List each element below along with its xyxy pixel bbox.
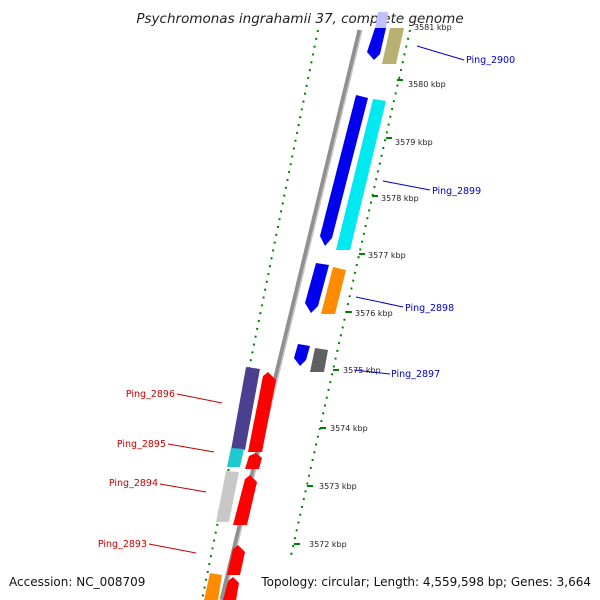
gene-label-ping-2899[interactable]: Ping_2899	[432, 186, 481, 197]
gene-box-navy-2896[interactable]	[231, 367, 260, 450]
tick-label-3581: 3581 kbp	[414, 23, 452, 32]
gene-box-lightgray-2894[interactable]	[216, 471, 239, 522]
gene-box-khaki-2900[interactable]	[382, 28, 404, 64]
tick-label-3574: 3574 kbp	[330, 424, 368, 433]
gene-arrow-red-2895[interactable]	[245, 453, 262, 469]
leader-lines-right	[353, 45, 465, 375]
tick-label-3579: 3579 kbp	[395, 138, 433, 147]
gene-arrow-red-2894[interactable]	[233, 475, 257, 525]
topology-text: Topology: circular; Length: 4,559,598 bp…	[260, 575, 591, 589]
gene-arrow-blue-2899[interactable]	[320, 95, 368, 246]
gene-arrow-blue-2897[interactable]	[294, 344, 310, 366]
tick-label-3578: 3578 kbp	[381, 194, 419, 203]
gene-arrow-red-2893[interactable]	[227, 545, 245, 575]
gene-label-ping-2900[interactable]: Ping_2900	[466, 55, 515, 66]
gene-box-gray-2897[interactable]	[310, 348, 328, 372]
tick-label-3573: 3573 kbp	[319, 482, 357, 491]
gene-arrow-red-bottom[interactable]	[223, 577, 239, 600]
accession-text: Accession: NC_008709	[9, 575, 145, 589]
gene-box-teal-2895[interactable]	[227, 448, 244, 467]
gene-label-ping-2895[interactable]: Ping_2895	[117, 439, 166, 450]
gene-box-cyan-2899[interactable]	[336, 99, 386, 250]
gene-label-ping-2898[interactable]: Ping_2898	[405, 303, 454, 314]
outer-guide-track	[201, 29, 319, 600]
tick-label-3576: 3576 kbp	[355, 309, 393, 318]
gene-arrow-blue-2898[interactable]	[305, 263, 329, 313]
gene-features-left	[204, 367, 276, 600]
gene-features-right	[294, 12, 404, 372]
tick-label-3572: 3572 kbp	[309, 540, 347, 549]
gene-box-orange-bottom[interactable]	[204, 573, 222, 600]
tick-label-3580: 3580 kbp	[408, 80, 446, 89]
gene-label-ping-2896[interactable]: Ping_2896	[126, 389, 175, 400]
gene-label-ping-2897[interactable]: Ping_2897	[391, 369, 440, 380]
gene-label-ping-2894[interactable]: Ping_2894	[109, 478, 158, 489]
tick-label-3577: 3577 kbp	[368, 251, 406, 260]
gene-labels-left: Ping_2896 Ping_2895 Ping_2894 Ping_2893	[98, 389, 175, 550]
gene-box-lavender-2900	[375, 12, 388, 28]
gene-box-orange-2898[interactable]	[321, 267, 346, 314]
gene-arrow-red-2896[interactable]	[248, 372, 276, 452]
kbp-tick-marks	[294, 79, 403, 545]
gene-labels-right: Ping_2900 Ping_2899 Ping_2898 Ping_2897	[391, 55, 515, 380]
gene-label-ping-2893[interactable]: Ping_2893	[98, 539, 147, 550]
leader-lines-left	[148, 393, 223, 554]
gene-arrow-blue-2900[interactable]	[367, 28, 386, 60]
